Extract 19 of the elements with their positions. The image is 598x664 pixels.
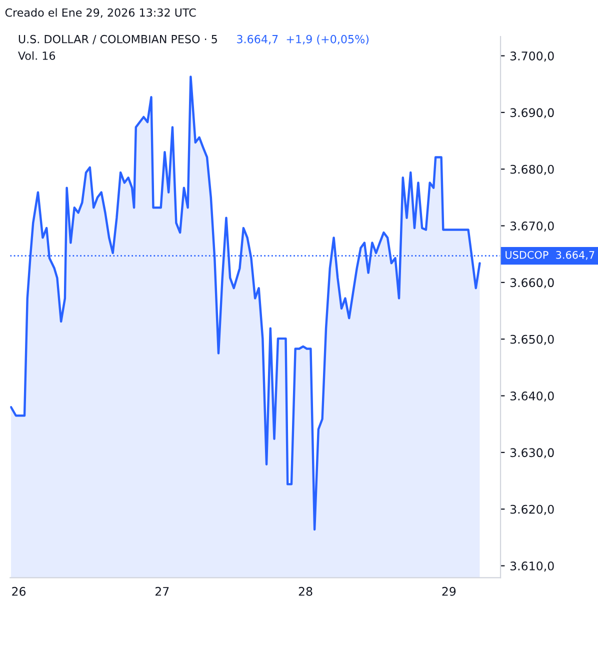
x-tick-label: 28 [298,586,312,596]
x-tick-label: 29 [442,586,456,596]
y-tick-label: 3.620,0 [510,504,554,515]
ref-line-label: USDCOP 3.664,7 [506,250,594,260]
annotation: Vol. 16 [18,51,56,60]
y-tick-label: 3.650,0 [510,334,554,345]
text: Creado el Ene 29, 2026 13:32 UTC [5,8,196,18]
y-tick-label: 3.680,0 [510,164,554,175]
chart-subtitle: 3.664,7 +1,9 (+0,05%) [237,34,369,45]
chart-title: U.S. DOLLAR / COLOMBIAN PESO · 5 [18,34,217,44]
x-tick-label: 27 [156,586,169,596]
y-tick-label: 3.660,0 [510,278,554,288]
y-tick-label: 3.700,0 [510,52,554,62]
y-tick-label: 3.630,0 [510,448,554,458]
y-tick-label: 3.670,0 [510,222,554,232]
y-tick-label: 3.690,0 [510,108,554,118]
y-tick-label: 3.640,0 [510,392,554,402]
x-tick-label: 26 [12,586,26,596]
y-tick-label: 3.610,0 [510,562,554,572]
